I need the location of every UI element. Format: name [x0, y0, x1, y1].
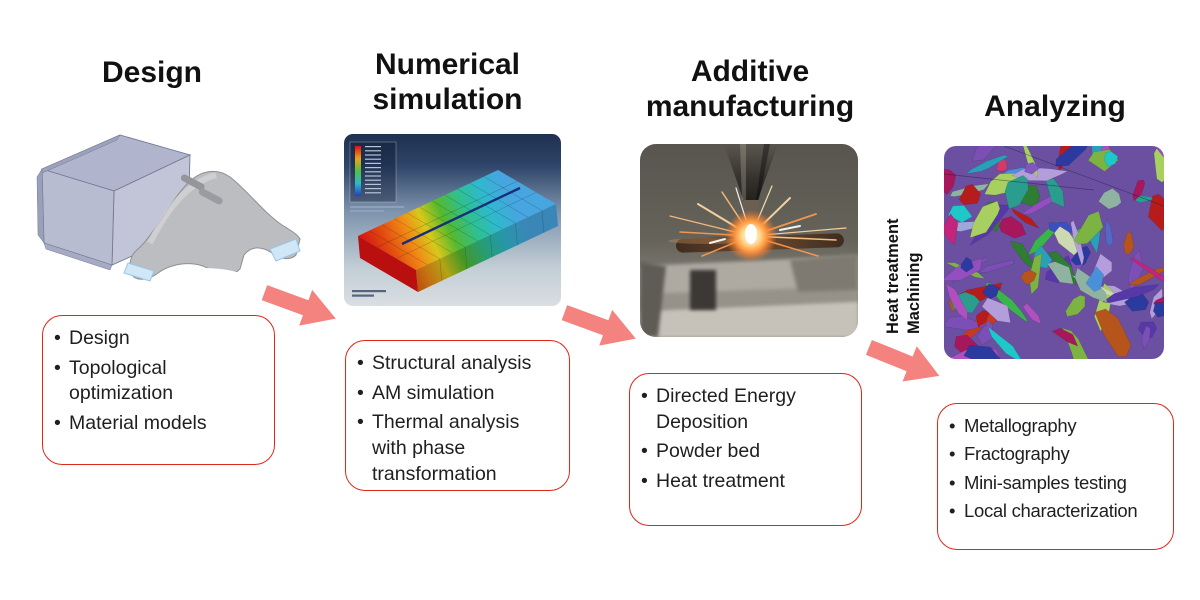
bullet-text: AM simulation [372, 381, 495, 404]
bullet-icon: • [949, 415, 956, 436]
design-cad-image [20, 123, 310, 301]
list-item: • Local characterization [949, 499, 1167, 523]
vlabel-line-1: Heat treatment [884, 218, 902, 334]
list-item: • AM simulation [357, 381, 563, 407]
bullet-icon: • [641, 385, 648, 407]
bullet-icon: • [54, 412, 61, 435]
list-item: • Metallography [949, 414, 1167, 438]
list-item: • Thermal analysis with phase transformat… [357, 410, 563, 487]
stage-title-additive-manufacturing: Additive manufacturing [645, 55, 855, 123]
bullet-icon: • [54, 356, 61, 379]
bullet-text: Mini-samples testing [964, 471, 1127, 493]
microstructure-image [944, 146, 1164, 359]
analyzing-bullet-box: • Metallography • Fractography • Mini-sampl… [937, 403, 1174, 550]
stage-title-analyzing: Analyzing [984, 90, 1126, 123]
design-bullet-box: • Design • Topological optimization • Mater… [42, 315, 275, 465]
flow-arrow-manufacturing-to-analyzing [865, 339, 940, 382]
bullet-text: Directed Energy Deposition [656, 385, 796, 433]
list-item: • Powder bed [641, 439, 855, 465]
list-item: • Fractography [949, 442, 1167, 466]
simulation-bullet-box: • Structural analysis • AM simulation • The… [345, 340, 570, 491]
bullet-text: Heat treatment [656, 470, 785, 493]
bullet-text: Metallography [964, 415, 1077, 436]
bullet-text: Topological optimization [69, 356, 174, 405]
list-item: • Directed Energy Deposition [641, 384, 855, 435]
manufacturing-bullet-box: • Directed Energy Deposition • Powder bed … [629, 373, 862, 526]
simulation-result-image [344, 134, 561, 306]
vlabel-line-2: Machining [905, 252, 923, 334]
bullet-icon: • [949, 500, 956, 522]
additive-manufacturing-photo [640, 144, 858, 337]
list-item: • Heat treatment [641, 469, 855, 495]
bullet-icon: • [357, 381, 364, 404]
bullet-text: Local characterization [964, 500, 1138, 522]
bullet-icon: • [949, 443, 956, 465]
bullet-text: Fractography [964, 443, 1070, 465]
bullet-icon: • [54, 327, 61, 349]
bullet-text: Material models [69, 412, 207, 435]
stage-title-design: Design [101, 56, 203, 89]
list-item: • Topological optimization [54, 356, 268, 407]
ded-process-graphic [640, 144, 858, 337]
bullet-icon: • [357, 352, 364, 374]
bullet-icon: • [357, 411, 364, 434]
heat-treatment-machining-label: Heat treatment Machining [883, 184, 927, 334]
stage-title-numerical-simulation: Numerical simulation [372, 48, 523, 116]
fem-heatmap-graphic [349, 141, 558, 297]
bullet-icon: • [641, 440, 648, 463]
bullet-icon: • [949, 471, 956, 493]
list-item: • Material models [54, 411, 268, 437]
list-item: • Structural analysis [357, 351, 563, 377]
cad-models-graphic [36, 134, 301, 301]
flow-arrow-design-to-simulation [261, 285, 336, 326]
bullet-text: Powder bed [656, 440, 761, 463]
bullet-icon: • [641, 470, 648, 493]
grain-map-graphic [944, 146, 1164, 359]
list-item: • Design [54, 326, 268, 352]
bullet-text: Structural analysis [372, 352, 532, 374]
flow-arrow-simulation-to-manufacturing [561, 305, 636, 346]
list-item: • Mini-samples testing [949, 471, 1167, 495]
bullet-text: Thermal analysis with phase transformati… [372, 411, 520, 485]
bullet-text: Design [69, 327, 130, 349]
